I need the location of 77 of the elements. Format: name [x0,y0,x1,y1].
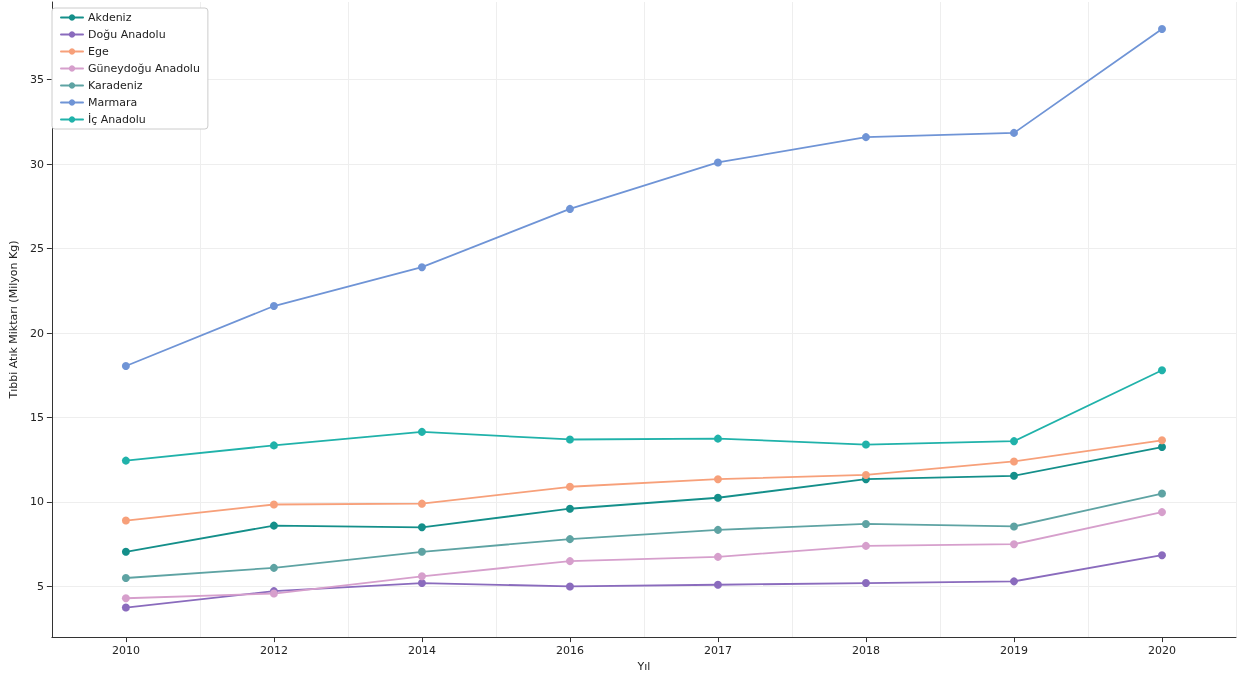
point [565,504,574,513]
point [269,563,278,572]
point [565,482,574,491]
legend-label: Marmara [88,96,138,109]
point [1009,128,1018,137]
point [121,573,130,582]
point [565,535,574,544]
point [713,552,722,561]
point [417,523,426,532]
point [861,579,870,588]
point [565,204,574,213]
point [1009,522,1018,531]
point [121,456,130,465]
point [861,541,870,550]
y-tick-label: 15 [29,411,44,425]
y-tick-label: 25 [29,242,44,256]
point [861,519,870,528]
y-tick-label: 35 [29,73,44,87]
y-tick-label: 30 [29,157,44,171]
point [713,434,722,443]
x-tick-label: 2018 [851,644,880,658]
point [269,302,278,311]
point [1158,25,1166,34]
legend-label: Güneydoğu Anadolu [88,62,200,75]
point [1158,489,1166,498]
point [121,603,130,612]
point [1009,437,1018,446]
point [713,525,722,534]
point [417,499,426,508]
point [417,547,426,556]
point [417,427,426,436]
point [1158,366,1166,375]
point [1158,443,1166,452]
point [269,521,278,530]
legend-label: Karadeniz [88,79,143,92]
y-tick-label: 10 [29,495,44,509]
point [1158,436,1166,445]
point [269,500,278,509]
x-tick-label: 2017 [703,644,732,658]
point [861,133,870,142]
point [713,580,722,589]
y-tick-label: 20 [29,326,44,340]
legend-label: Doğu Anadolu [88,28,166,41]
x-tick-label: 2012 [259,644,288,658]
point [417,579,426,588]
x-tick-label: 2010 [111,644,140,658]
legend-label: İç Anadolu [88,113,146,126]
point [417,263,426,272]
x-tick-label: 2019 [999,644,1028,658]
legend-label: Akdeniz [88,11,132,24]
point [1009,471,1018,480]
point [861,440,870,449]
x-axis-title: Yıl [636,660,651,673]
point [565,557,574,566]
point [713,158,722,167]
point [1009,540,1018,549]
point [1009,577,1018,586]
x-tick-label: 2014 [407,644,436,658]
point [269,441,278,450]
y-axis-title: Tıbbi Atık Miktarı (Milyon Kg) [7,240,20,400]
point [565,435,574,444]
point [417,572,426,581]
legend-label: Ege [88,45,109,58]
point [713,493,722,502]
point [713,475,722,484]
point [565,582,574,591]
point [121,547,130,556]
point [1158,508,1166,517]
point [121,516,130,525]
point [1009,457,1018,466]
point [861,470,870,479]
x-tick-label: 2020 [1147,644,1176,658]
x-tick-label: 2016 [555,644,584,658]
point [121,362,130,370]
point [1158,551,1166,560]
y-tick-label: 5 [36,579,44,593]
point [121,594,130,603]
